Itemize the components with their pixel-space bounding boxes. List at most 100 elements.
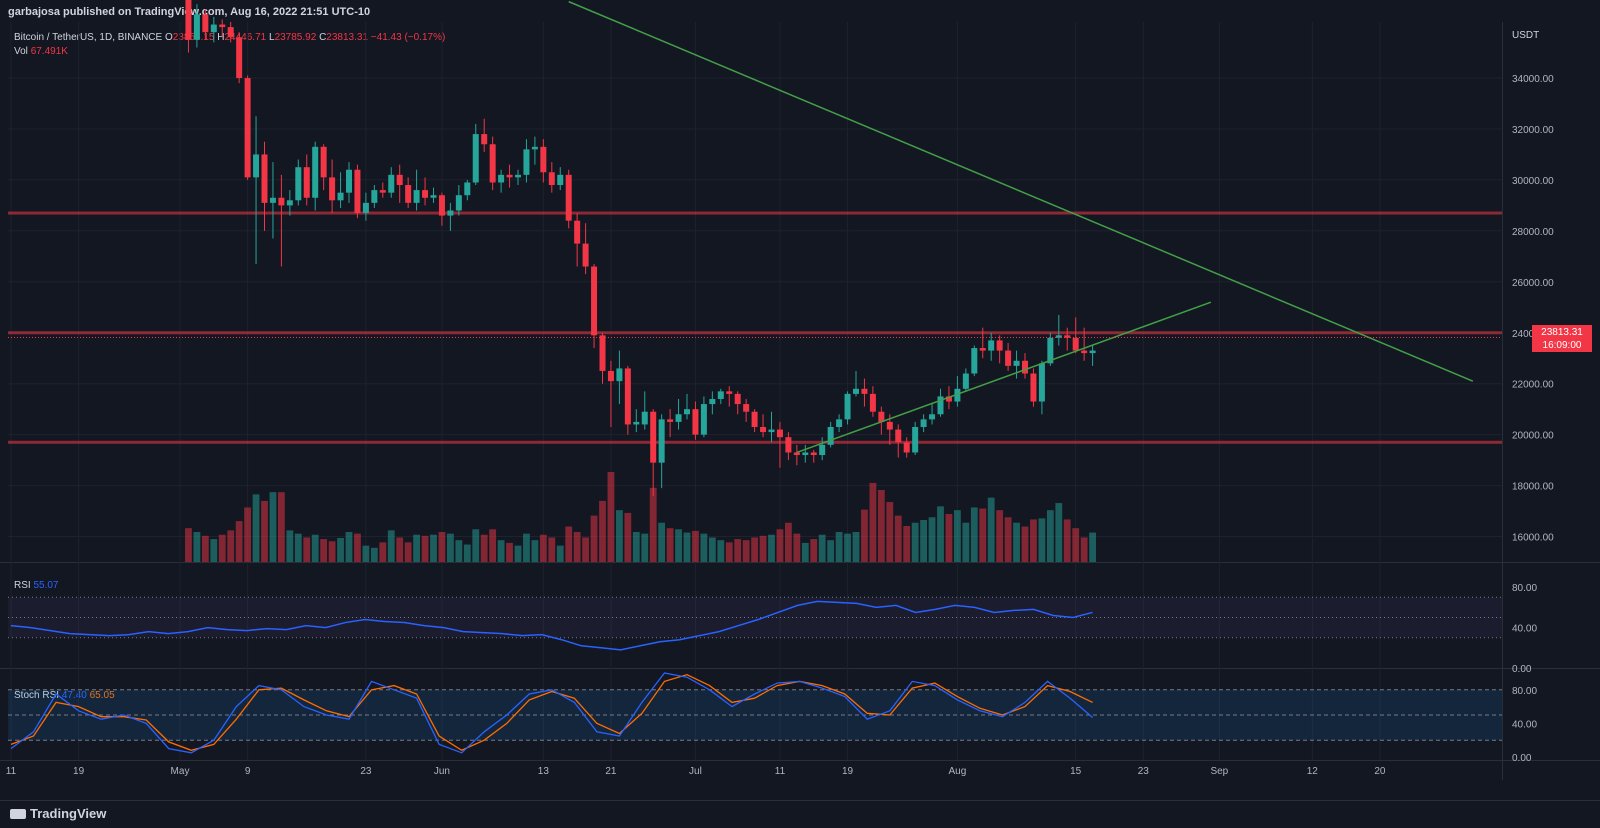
candle-body <box>447 210 454 216</box>
candle-body <box>540 146 547 173</box>
volume-bar <box>514 545 522 562</box>
rsi-tick-label: 40.00 <box>1512 624 1537 635</box>
volume-bar <box>447 533 454 562</box>
rsi-tick-label: 0.00 <box>1512 664 1532 675</box>
volume-bar <box>692 530 699 562</box>
volume-bar <box>683 532 691 562</box>
volume-bar <box>708 537 716 562</box>
volume-bar <box>244 507 251 562</box>
price-tick-label: 30000.00 <box>1512 176 1554 187</box>
candle-body <box>599 335 606 371</box>
volume-bar <box>649 487 657 562</box>
candle-body <box>464 182 471 196</box>
volume-bar <box>641 533 649 562</box>
volume-bar <box>1063 519 1071 562</box>
candle-body <box>768 429 775 433</box>
rsi-label[interactable]: RSI <box>14 580 31 591</box>
candle-body <box>624 368 631 425</box>
candle-body <box>641 411 648 425</box>
candle-body <box>422 190 429 198</box>
time-tick-label: 9 <box>245 766 251 777</box>
volume-bar <box>261 500 268 562</box>
volume-bar <box>937 506 944 562</box>
volume-bar <box>979 508 987 562</box>
volume-bar <box>1013 522 1020 562</box>
volume-bar <box>489 529 497 562</box>
stoch-rsi-legend: Stoch RSI 47.40 65.05 <box>14 690 115 701</box>
volume-bar <box>1004 517 1012 562</box>
volume-bar <box>311 534 319 562</box>
trendline[interactable] <box>568 0 1474 382</box>
volume-bar <box>421 535 429 562</box>
candle-body <box>269 197 276 203</box>
volume-bar <box>269 492 277 562</box>
time-tick-label: 12 <box>1307 766 1319 777</box>
volume-bar <box>531 540 539 562</box>
trendline[interactable] <box>796 301 1212 454</box>
horizontal-level-line[interactable] <box>8 440 1502 444</box>
candle-body <box>785 437 792 453</box>
open-value: 23856.15 <box>172 32 215 43</box>
volume-bar <box>506 542 513 562</box>
volume-bar <box>1046 510 1054 562</box>
stoch-tick-label: 0.00 <box>1512 753 1532 764</box>
chart-canvas[interactable]: USDT 34000.00 32000.00 30000.00 28000.00 2600… <box>0 0 1600 800</box>
volume-bar <box>852 532 860 562</box>
volume-bar <box>345 532 353 562</box>
volume-bar <box>430 534 437 562</box>
candle-body <box>937 396 944 415</box>
tradingview-logo[interactable]: TradingView <box>10 806 106 821</box>
volume-bar <box>573 532 581 562</box>
candle-body <box>193 14 200 40</box>
close-value: 23813.31 <box>326 32 369 43</box>
low-label: L <box>269 32 275 43</box>
candle-body <box>489 144 496 183</box>
candle-body <box>979 348 986 351</box>
candle-body <box>734 393 741 405</box>
candle-body <box>185 0 192 40</box>
candle-body <box>971 348 978 374</box>
candle-body <box>430 195 437 198</box>
candle-body <box>954 388 961 402</box>
stoch-rsi-label[interactable]: Stoch RSI <box>14 690 60 701</box>
candle-body <box>354 169 361 214</box>
volume-bar <box>1055 503 1063 562</box>
horizontal-level-line[interactable] <box>8 331 1502 335</box>
symbol-name[interactable]: Bitcoin / TetherUS, 1D, BINANCE <box>14 32 163 43</box>
time-tick-label: May <box>171 766 190 777</box>
volume-bar <box>886 502 894 562</box>
volume-bar <box>294 533 302 562</box>
candle-body <box>286 200 293 206</box>
volume-bar <box>286 530 294 562</box>
volume-bar <box>1089 532 1096 562</box>
time-tick-label: Aug <box>949 766 967 777</box>
volume-bar <box>801 542 809 562</box>
candle-body <box>760 427 767 433</box>
volume-bar <box>303 537 311 562</box>
volume-bar <box>565 526 573 562</box>
volume-bar <box>193 532 201 562</box>
horizontal-level-line[interactable] <box>8 211 1502 215</box>
candle-body <box>1089 350 1096 354</box>
volume-bar <box>1072 528 1080 562</box>
candle-body <box>650 411 657 463</box>
candle-body <box>379 190 386 193</box>
candle-body <box>793 452 800 456</box>
time-tick-label: Jul <box>689 766 702 777</box>
volume-bar <box>768 534 775 562</box>
volume-bar <box>911 522 919 562</box>
stoch-d-line <box>10 673 1093 752</box>
time-tick-label: 23 <box>1138 766 1150 777</box>
candle-body <box>1005 350 1012 366</box>
volume-label[interactable]: Vol <box>14 46 28 57</box>
time-tick-label: 19 <box>73 766 85 777</box>
time-tick-label: 13 <box>538 766 550 777</box>
time-tick-label: 20 <box>1374 766 1386 777</box>
volume-bar <box>658 522 666 562</box>
candle-body <box>810 452 817 456</box>
time-tick-label: 15 <box>1070 766 1082 777</box>
volume-bar <box>185 528 192 562</box>
volume-bar <box>1030 519 1037 562</box>
candle-body <box>303 167 310 198</box>
candle-body <box>362 202 369 214</box>
